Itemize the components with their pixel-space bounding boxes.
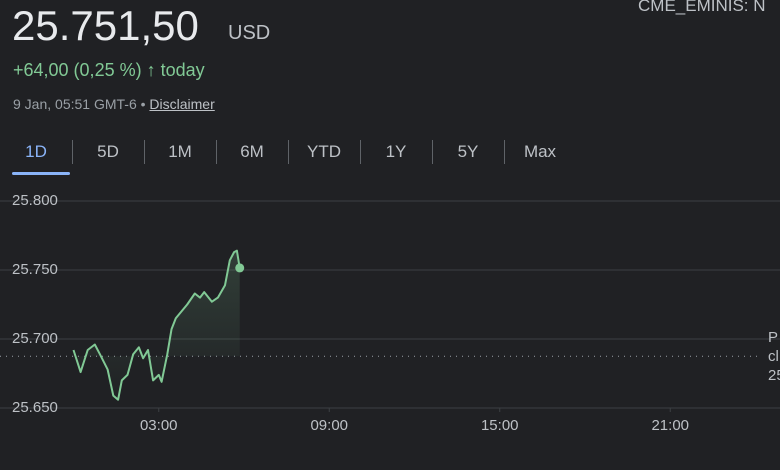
x-tick-label: 03:00 [140, 417, 178, 434]
y-tick-label: 25.800 [12, 192, 58, 209]
x-tick-label: 09:00 [310, 417, 348, 434]
price: 25.751,50 [12, 2, 199, 49]
currency: USD [228, 22, 271, 44]
price-line [72, 249, 241, 401]
previous-close-label: 25 [768, 367, 780, 384]
range-tab[interactable]: YTD [288, 138, 360, 172]
range-tab[interactable]: Max [504, 138, 576, 172]
range-tabs: 1D 5D 1M 6M YTD 1Y 5Y Max [0, 138, 576, 175]
range-tab[interactable]: 6M [216, 138, 288, 172]
disclaimer-link[interactable]: Disclaimer [149, 96, 215, 112]
y-tick-label: 25.650 [12, 399, 58, 416]
x-tick-label: 15:00 [481, 417, 519, 434]
y-tick-label: 25.750 [12, 261, 58, 278]
range-tab[interactable]: 1Y [360, 138, 432, 172]
range-tab[interactable]: 1D [0, 138, 72, 175]
change-value: +64,00 (0,25 %) [13, 60, 142, 80]
y-tick-label: 25.700 [12, 330, 58, 347]
timestamp-row: 9 Jan, 05:51 GMT-6 • Disclaimer [13, 96, 215, 112]
last-point [235, 263, 245, 273]
timestamp: 9 Jan, 05:51 GMT-6 • [13, 96, 146, 112]
exchange: CME_EMINIS: N [638, 0, 766, 15]
x-tick-label: 21:00 [651, 417, 689, 434]
range-tab[interactable]: 5D [72, 138, 144, 172]
range-tab[interactable]: 1M [144, 138, 216, 172]
change-period: today [160, 60, 205, 80]
change: +64,00 (0,25 %) ↑ today [13, 60, 205, 81]
area [73, 250, 240, 400]
change-arrow: ↑ [146, 60, 156, 80]
range-tab[interactable]: 5Y [432, 138, 504, 172]
previous-close-label: P [768, 329, 778, 346]
previous-close-label: cl [768, 348, 779, 365]
